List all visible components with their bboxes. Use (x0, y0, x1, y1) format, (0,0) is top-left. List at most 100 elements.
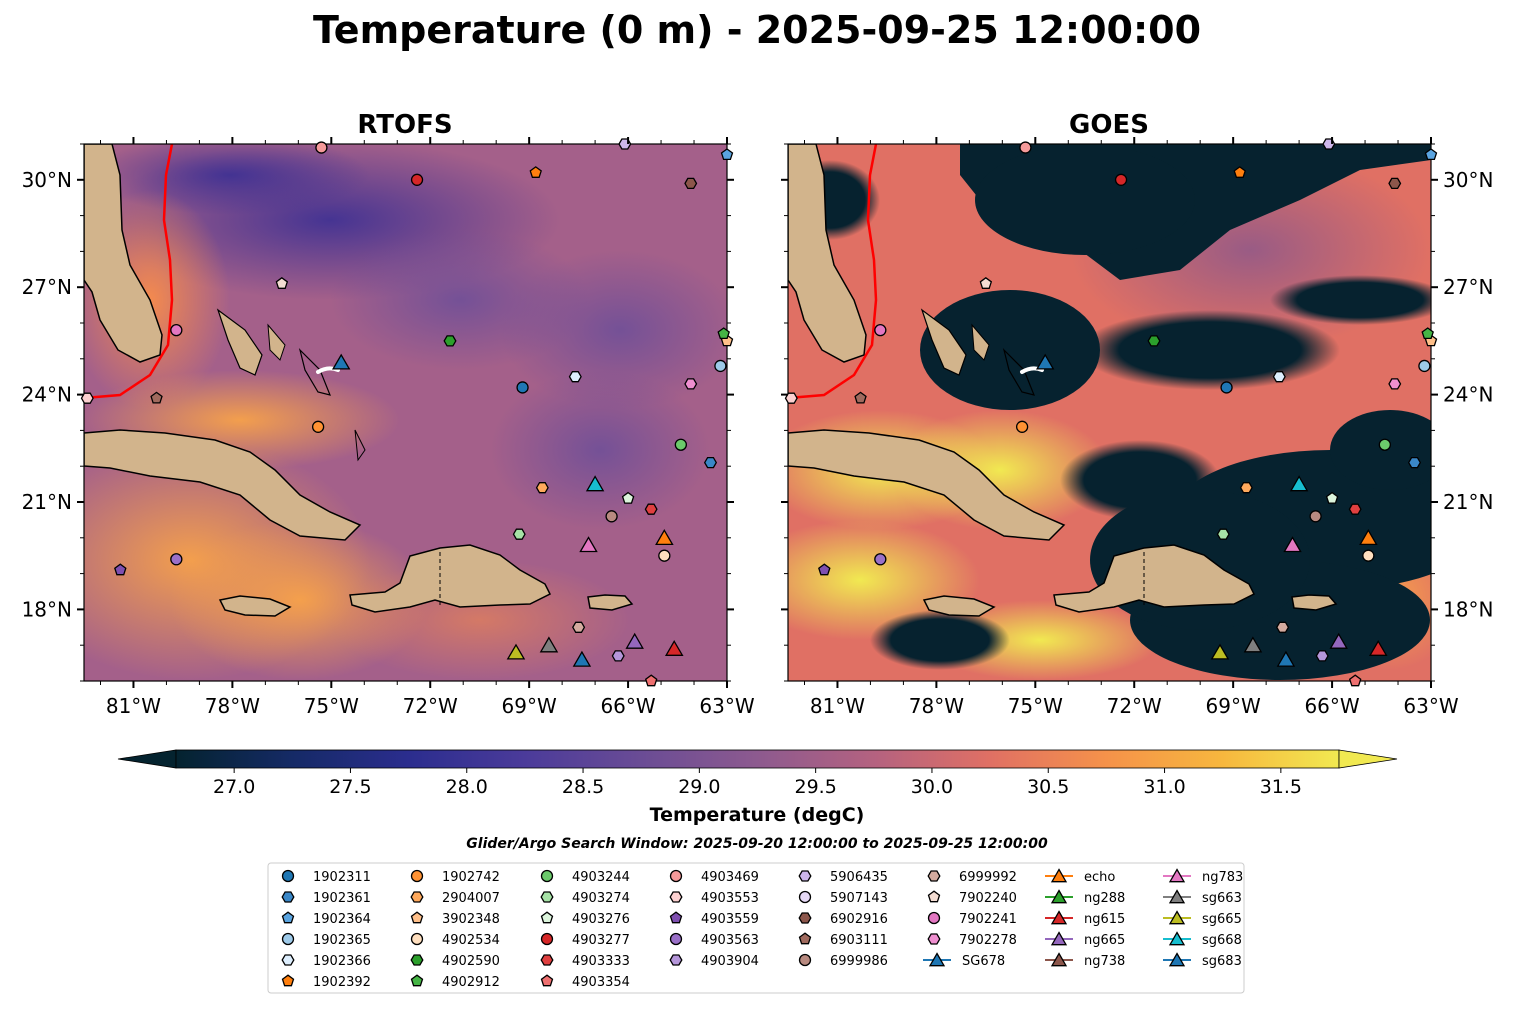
legend-item-3902348: 3902348 (410, 911, 500, 927)
marker-6902916 (684, 177, 698, 190)
marker-ng615 (1368, 640, 1388, 656)
legend-item-ng288: ng288 (1045, 889, 1125, 906)
marker-sg668 (585, 475, 605, 492)
legend-item-4903276: 4903276 (540, 911, 630, 927)
marker-6903111 (854, 391, 867, 404)
lat-tick-label: 24°N (22, 383, 72, 407)
legend-item-echo: echo (1045, 868, 1115, 885)
marker-7902240 (275, 276, 289, 289)
legend-item-1902364: 1902364 (281, 911, 371, 927)
marker-sg683 (572, 650, 592, 667)
marker-1902742 (1015, 420, 1029, 433)
marker-4902912 (1421, 327, 1434, 340)
marker-4903904 (1315, 650, 1329, 662)
legend-marker (1168, 931, 1186, 946)
marker-4902912 (717, 327, 730, 340)
colorbar-extend-low (117, 749, 177, 769)
marker-1902392 (1233, 166, 1246, 178)
legend-item-4903904: 4903904 (669, 954, 759, 969)
legend-item-4903354: 4903354 (540, 974, 630, 990)
marker-6902916 (1388, 177, 1402, 190)
goes-gulf-stream-line (788, 144, 878, 400)
legend-label: 2904007 (442, 891, 500, 906)
marker-sg668 (1289, 475, 1309, 492)
legend-marker (927, 890, 941, 903)
marker-1902364 (1424, 148, 1438, 161)
colorbar: 27.0 27.5 28.0 28.5 29.0 29.5 30.0 30.5 31.0 31.5… (117, 749, 1398, 826)
lon-tick-label: 72°W (1107, 694, 1162, 718)
legend-marker (669, 954, 683, 966)
legend-label: ng738 (1084, 954, 1125, 969)
legend-label: 4903274 (572, 891, 630, 906)
legend-label: 1902365 (313, 933, 371, 948)
legend-item-ng783: ng783 (1163, 868, 1243, 885)
legend-marker (798, 890, 812, 904)
marker-4902534 (1362, 549, 1375, 562)
marker-4903244 (1378, 438, 1391, 451)
colorbar-tick-label: 31.5 (1260, 776, 1302, 798)
legend-label: 4902912 (442, 975, 500, 990)
legend-label: echo (1084, 870, 1115, 885)
marker-4902590 (1147, 335, 1161, 347)
marker-sg663 (1243, 636, 1263, 653)
marker-4903563 (874, 553, 887, 566)
lon-tick-label: 78°W (909, 694, 964, 718)
marker-6999992 (572, 621, 586, 633)
legend-marker (798, 870, 812, 882)
legend-marker (410, 911, 424, 924)
lat-tick-label: 24°N (1443, 383, 1493, 407)
marker-2904007 (1239, 482, 1253, 494)
legend-item-4903469: 4903469 (669, 869, 759, 885)
legend-marker (281, 911, 295, 924)
legend-marker (281, 932, 295, 946)
rtofs-map-frame (83, 143, 728, 682)
legend-item-5906435: 5906435 (798, 870, 888, 885)
legend-marker (927, 870, 941, 882)
legend-label: 5907143 (830, 891, 888, 906)
legend-marker (540, 869, 554, 883)
marker-4903553 (80, 392, 94, 404)
legend-marker (410, 869, 424, 883)
marker-1902365 (714, 359, 727, 373)
legend-item-sg665: sg665 (1163, 910, 1242, 927)
legend-item-6903111: 6903111 (798, 932, 888, 948)
legend-marker (927, 933, 941, 945)
legend-label: 6902916 (830, 912, 888, 927)
rtofs-markers (80, 138, 734, 687)
legend-item-sg663: sg663 (1163, 889, 1242, 906)
legend-item-1902392: 1902392 (281, 974, 371, 990)
legend-label: ng288 (1084, 891, 1125, 906)
marker-1902366 (568, 371, 582, 383)
marker-4903563 (170, 553, 183, 566)
legend-item-1902365: 1902365 (281, 932, 371, 948)
colorbar-tick-label: 27.0 (213, 776, 255, 798)
legend-marker (281, 891, 295, 903)
legend-label: 4902590 (442, 954, 500, 969)
colorbar-extend-high (1338, 749, 1398, 769)
legend-item-1902311: 1902311 (281, 869, 371, 885)
marker-4903277 (1114, 173, 1128, 186)
marker-echo (1359, 529, 1378, 546)
marker-ng665 (1329, 632, 1348, 649)
lon-tick-label: 69°W (502, 694, 557, 718)
legend-marker (1050, 868, 1068, 883)
legend-item-1902742: 1902742 (410, 869, 500, 885)
colorbar-bar (175, 749, 1340, 769)
marker-sg683 (1276, 650, 1296, 667)
legend-item-ng665: ng665 (1045, 931, 1125, 948)
legend-label: 4903904 (701, 954, 759, 969)
legend-item-ng615: ng615 (1045, 910, 1125, 927)
legend-item-1902361: 1902361 (281, 891, 371, 906)
legend-item-4903333: 4903333 (540, 954, 630, 969)
lon-tick-label: 75°W (1008, 694, 1063, 718)
legend-label: 1902311 (313, 870, 371, 885)
lon-tick-label: 78°W (205, 694, 260, 718)
legend-box (267, 862, 1245, 994)
legend-label: 1902392 (313, 975, 371, 990)
goes-map-frame (787, 143, 1432, 682)
legend-marker (1168, 952, 1186, 967)
marker-4903276 (1325, 491, 1339, 504)
legend-marker (410, 954, 424, 966)
marker-ng615 (664, 640, 684, 656)
